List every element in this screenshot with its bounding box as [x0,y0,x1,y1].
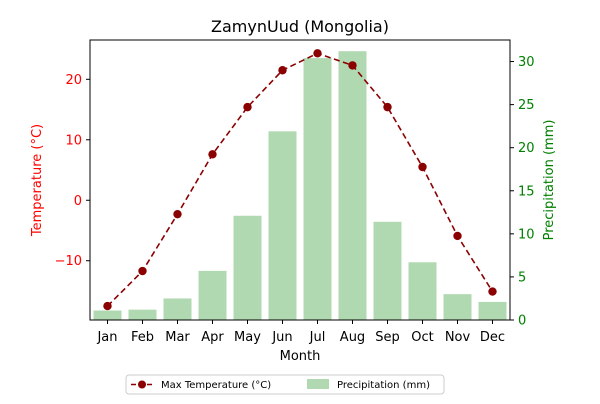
y-left-tick-label: 10 [65,133,82,148]
precipitation-bar-nov [443,294,472,320]
y-axis-right-label: Precipitation (mm) [542,120,557,241]
temperature-point-feb [138,266,147,276]
y-right-tick-label: 15 [518,184,535,199]
x-axis: Jan Feb Mar Apr May Jun Jul Aug Sep Oct Nov Dec [96,320,505,345]
legend-marker-swatch [138,380,146,389]
legend-box [125,374,445,395]
precipitation-bars [93,51,507,320]
x-tick-label-jun: Jun [271,330,292,345]
x-tick-label-may: May [234,330,261,345]
x-tick-label-jan: Jan [96,330,117,345]
precipitation-bar-oct [408,262,437,320]
x-tick-label-apr: Apr [201,330,224,345]
precipitation-bar-sep [373,221,402,320]
x-tick-label-jul: Jul [309,330,326,345]
temperature-line-series [103,49,497,311]
x-tick-label-sep: Sep [375,330,400,345]
precipitation-bar-mar [163,298,192,320]
x-tick-label-dec: Dec [480,330,505,345]
y-right-tick-label: 20 [518,141,535,156]
precipitation-bar-aug [338,51,367,320]
x-tick-label-oct: Oct [411,330,433,345]
precipitation-bar-jul [303,58,332,320]
y-right-tick-label: 10 [518,227,535,242]
y-axis-right: 0 5 10 15 20 25 30 [510,55,535,329]
y-left-tick-label: 20 [65,73,82,88]
temperature-point-oct [418,162,427,172]
temperature-point-may [243,102,252,112]
x-tick-label-feb: Feb [131,330,154,345]
temperature-point-jan [103,301,112,311]
precipitation-bar-jan [93,310,122,320]
temperature-point-aug [348,61,357,70]
y-right-tick-label: 0 [518,314,526,329]
y-axis-left-label: Temperature (°C) [30,124,45,237]
x-tick-label-aug: Aug [340,330,365,345]
precipitation-bar-feb [128,309,157,320]
temperature-line [106,52,494,307]
x-axis-label: Month [280,349,321,364]
temperature-point-jun [278,66,287,75]
y-left-tick-label: −10 [55,254,82,269]
y-axis-left: −10 0 10 20 [55,73,90,269]
precipitation-bar-dec [478,301,507,320]
legend: Max Temperature (°C) Precipitation (mm) [125,374,445,395]
chart-title: ZamynUud (Mongolia) [211,17,389,36]
y-left-tick-label: 0 [74,194,82,209]
precipitation-bar-may [233,215,262,320]
legend-entry-precipitation: Precipitation (mm) [337,380,430,391]
temperature-point-nov [453,231,462,241]
y-right-tick-label: 25 [518,98,535,113]
precipitation-bar-jun [268,131,297,320]
x-tick-label-nov: Nov [445,330,471,345]
y-right-tick-label: 30 [518,55,535,70]
y-right-tick-label: 5 [518,270,526,285]
precipitation-bar-apr [198,270,227,320]
plot-frame [89,39,511,321]
legend-bar-swatch [307,379,329,389]
temperature-point-dec [488,287,497,296]
x-tick-label-mar: Mar [165,330,190,345]
temperature-point-sep [383,102,392,112]
legend-entry-temperature: Max Temperature (°C) [161,380,271,391]
temperature-point-apr [208,150,217,159]
temperature-point-mar [173,209,182,219]
temperature-point-jul [313,49,322,58]
